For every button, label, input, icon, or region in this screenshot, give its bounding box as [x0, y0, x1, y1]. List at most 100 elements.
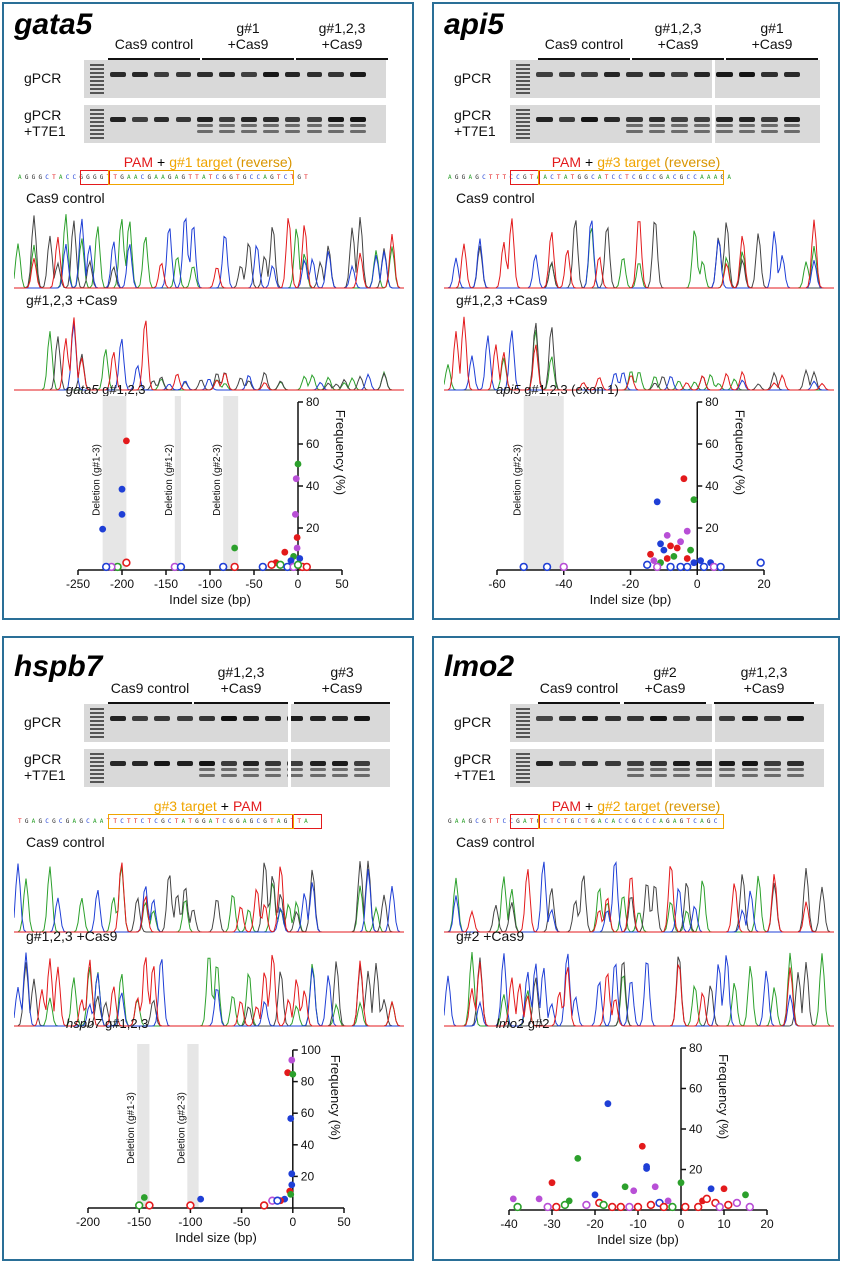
gel-label-gpcr-t7e1: gPCR +T7E1 — [24, 107, 66, 139]
lane-group-line2: +Cas9 — [644, 680, 686, 696]
gel-label-gpcr-t7e1: gPCR +T7E1 — [454, 751, 496, 783]
ladder-band — [516, 708, 530, 710]
gel-label-gpcr-line: gPCR — [24, 751, 62, 767]
gel-digest-band — [718, 768, 736, 771]
pam-box — [510, 170, 540, 185]
gel-band — [626, 72, 643, 77]
gel-band — [284, 72, 301, 77]
gel-band — [353, 716, 370, 721]
data-point — [724, 1200, 733, 1210]
data-point — [101, 562, 111, 572]
data-point — [291, 511, 299, 518]
gel-band — [350, 117, 366, 122]
x-tick-label: -150 — [154, 577, 178, 591]
gel-band — [265, 761, 282, 766]
gel-band — [175, 117, 192, 122]
y-tick-label: 40 — [705, 479, 719, 493]
x-tick-label: -50 — [233, 1215, 251, 1229]
data-point — [294, 460, 302, 468]
lane-group-line1 — [108, 664, 192, 680]
lane-group-underline — [726, 58, 818, 60]
gel-digest-band — [627, 768, 645, 771]
lane-group-line1 — [108, 20, 200, 36]
trace-line — [14, 317, 404, 391]
gel-digest-band — [650, 774, 667, 777]
gel-band — [153, 117, 170, 122]
ladder-band — [90, 720, 104, 722]
data-point — [140, 1194, 148, 1201]
gel-band — [581, 72, 598, 77]
ladder-band — [516, 781, 530, 783]
plus-sign: + — [585, 798, 594, 814]
gel-band — [306, 72, 323, 77]
ladder-band — [90, 80, 104, 82]
lane-group-underline — [108, 58, 200, 60]
gel-band — [243, 716, 260, 721]
lane-group-underline — [714, 702, 814, 704]
panel-hspb7: hspb7 Cas9 control g#1,2,3 +Cas9 g#3 +Cas9 gPC… — [2, 636, 414, 1261]
gel-separator — [712, 704, 715, 742]
data-point — [681, 1202, 690, 1212]
data-point — [197, 1195, 205, 1203]
gel-label-gpcr: gPCR — [454, 714, 492, 730]
gel-band — [176, 761, 193, 766]
data-point — [123, 437, 130, 445]
gel-digest-band — [627, 774, 645, 777]
gel-band — [219, 72, 235, 77]
data-point — [118, 511, 126, 518]
pam-box — [510, 814, 540, 829]
data-point — [259, 1201, 269, 1210]
gel-label-gpcr-t7e1: gPCR +T7E1 — [24, 751, 66, 783]
gel-band — [627, 716, 645, 721]
gel-digest-band — [284, 124, 301, 127]
gel-band — [309, 716, 326, 721]
y-tick-label: 60 — [689, 1082, 703, 1096]
gel-band — [783, 72, 800, 77]
y-tick-label: 80 — [705, 395, 719, 409]
scatter-plot: Deletion (g#2-3) -60 -40 -20 0 20 20 40 60 80 Freq… — [488, 395, 771, 607]
lane-group: Cas9 control — [108, 664, 192, 704]
gel-band — [220, 716, 237, 721]
gel-digest-band — [287, 774, 304, 777]
gel-digest-band — [284, 130, 301, 133]
gel-band — [132, 761, 149, 766]
data-point — [616, 1202, 626, 1212]
data-point — [574, 1154, 582, 1162]
data-point — [702, 1194, 711, 1204]
gel-band — [716, 117, 733, 122]
x-tick-label: -20 — [622, 577, 640, 591]
gel-digest-band — [220, 768, 237, 771]
x-tick-label: -250 — [66, 577, 90, 591]
data-point — [293, 534, 301, 541]
data-point — [666, 562, 675, 572]
ladder-band — [90, 753, 104, 755]
gel-band — [761, 72, 778, 77]
gel-label-t7e1-line: +T7E1 — [24, 123, 66, 139]
lane-group: g#1,2,3 +Cas9 — [632, 20, 724, 60]
gel-band — [626, 117, 643, 122]
data-point — [683, 555, 691, 562]
deletion-shade — [137, 1044, 150, 1208]
ladder-band — [90, 777, 104, 779]
gel-band — [695, 761, 713, 766]
data-point — [720, 1185, 728, 1193]
pam-label: PAM — [123, 154, 154, 170]
gel-digest-band — [262, 124, 279, 127]
data-point — [281, 548, 289, 556]
gel-digest-band — [241, 124, 257, 127]
gel-digest-band — [738, 124, 755, 127]
gel-band — [219, 117, 235, 122]
panel-gata5: gata5 Cas9 control g#1 +Cas9 g#1,2,3 +Cas9 gPC… — [2, 2, 414, 620]
target-label: g#3 target — [153, 798, 217, 814]
lane-group-line2: +Cas9 — [321, 36, 363, 52]
x-tick-label: -40 — [500, 1217, 518, 1231]
ladder-band — [90, 732, 104, 734]
x-tick-label: 20 — [757, 577, 771, 591]
trace-line — [14, 954, 404, 1027]
gel-digest-band — [695, 774, 713, 777]
y-axis-label: Frequency (%) — [328, 1055, 343, 1140]
data-point — [513, 1202, 522, 1212]
gel-label-gpcr-line: gPCR — [24, 107, 62, 123]
ladder-band — [90, 716, 104, 718]
gel-gpcr-t7e1 — [84, 749, 390, 787]
